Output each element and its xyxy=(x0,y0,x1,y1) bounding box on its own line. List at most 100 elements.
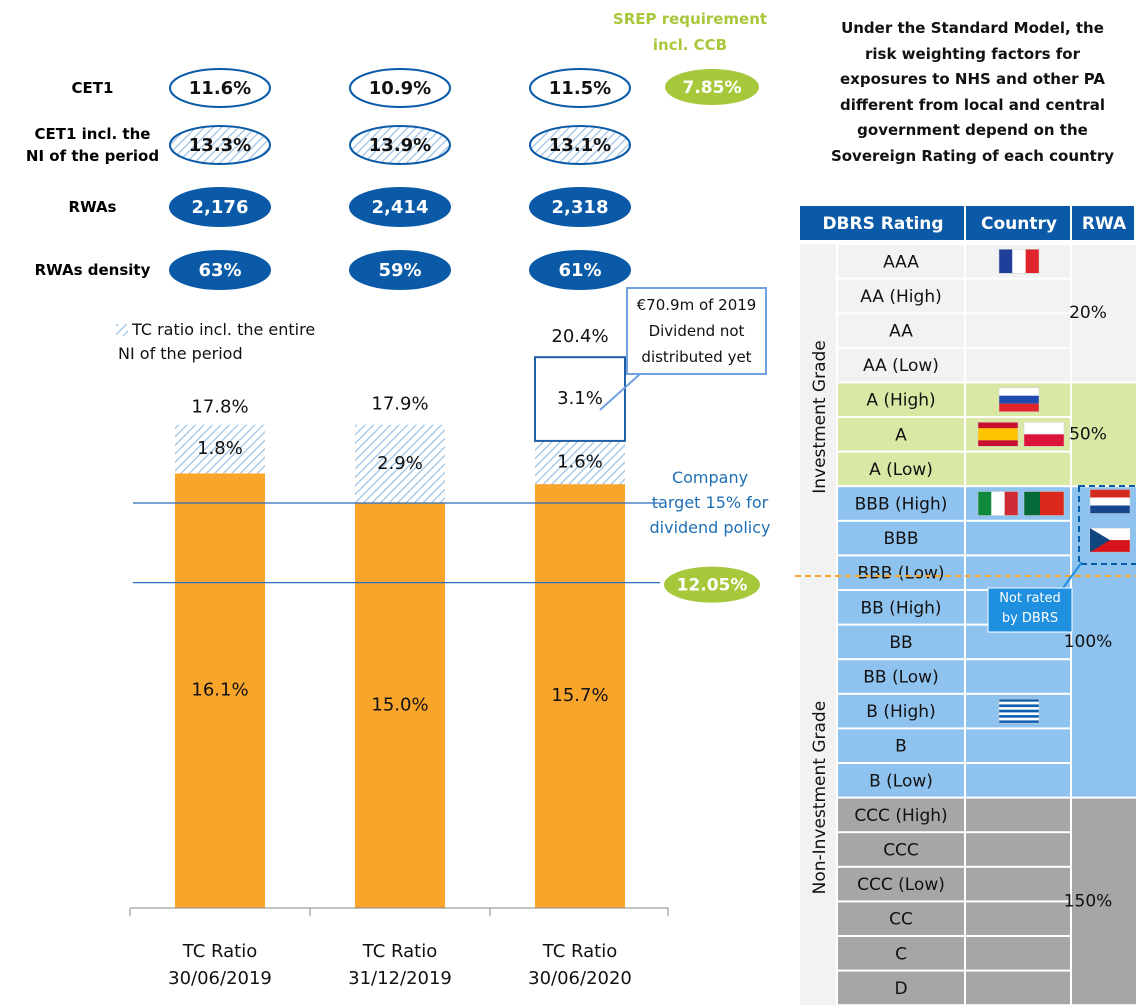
bar-segment xyxy=(535,484,625,908)
srep-title: SREP requirement incl. CCB xyxy=(612,10,768,54)
kpi-value: 10.9% xyxy=(369,78,431,99)
rating-cell xyxy=(838,418,964,451)
rating-cell xyxy=(838,833,964,866)
country-cell xyxy=(966,729,1070,762)
reference-label: 12.05% xyxy=(677,576,748,596)
flag xyxy=(1090,489,1130,498)
flag xyxy=(999,699,1039,702)
rating: BB (Low) xyxy=(863,668,938,688)
flag xyxy=(999,395,1039,404)
srep-value: 7.85% xyxy=(683,78,742,98)
rating-cell xyxy=(838,452,964,486)
flag-border xyxy=(998,387,1040,412)
rating-cell xyxy=(838,279,964,313)
bar-label: 15.0% xyxy=(371,695,428,716)
kpi-label: RWAs xyxy=(68,198,117,216)
legend-swatch xyxy=(116,324,128,336)
flag xyxy=(999,709,1039,713)
rating: CCC (Low) xyxy=(857,875,945,895)
bar-label: 15.7% xyxy=(551,685,608,706)
x-tick-label: TC Ratio 30/06/2020 xyxy=(528,941,632,989)
bar-segment xyxy=(175,473,265,908)
country-cell xyxy=(966,348,1070,382)
flag xyxy=(991,491,1005,516)
bar-label: 1.6% xyxy=(557,452,603,473)
kpi-value: 63% xyxy=(198,260,241,281)
annotation: €70.9m of 2019 Dividend not distributed … xyxy=(636,296,757,366)
kpi-pill xyxy=(169,125,271,165)
kpi-value: 13.9% xyxy=(369,135,431,156)
annotation-pointer xyxy=(599,373,641,411)
flag xyxy=(1090,497,1130,506)
rating: CCC (High) xyxy=(854,806,947,826)
kpi-pill xyxy=(529,125,631,165)
flag xyxy=(1040,491,1048,516)
rating-cell xyxy=(838,556,964,589)
reference-pill xyxy=(664,566,760,603)
kpi-value: 13.1% xyxy=(549,135,611,156)
not-rated-pointer xyxy=(1059,561,1083,593)
rating: AA (High) xyxy=(860,287,941,307)
bar-segment xyxy=(175,424,265,474)
kpi-label: CET1 xyxy=(71,79,114,97)
rwa-value: 100% xyxy=(1064,632,1113,652)
flag xyxy=(1012,249,1026,274)
grade-label: Investment Grade xyxy=(810,340,830,494)
country-cell xyxy=(966,521,1070,555)
flag xyxy=(1024,422,1064,435)
grade-column xyxy=(800,244,836,1006)
flag xyxy=(999,712,1039,716)
rating: AAA xyxy=(883,252,919,272)
rating: AA (Low) xyxy=(863,356,939,376)
rating-cell xyxy=(838,660,964,693)
reference-label: Company target 15% for dividend policy xyxy=(649,468,771,537)
kpi-value: 13.3% xyxy=(189,135,251,156)
table-note: Under the Standard Model, the risk weigh… xyxy=(830,19,1115,165)
rating: C xyxy=(895,944,907,964)
kpi-label: CET1 incl. the NI of the period xyxy=(25,125,160,165)
flag xyxy=(1004,491,1018,516)
bar-label: 1.8% xyxy=(197,438,243,459)
kpi-pill xyxy=(529,250,631,290)
flag xyxy=(1032,491,1040,516)
legend-label: TC ratio incl. the entire NI of the peri… xyxy=(118,320,316,363)
flag xyxy=(978,428,1018,435)
kpi-value: 61% xyxy=(558,260,601,281)
rating: A (Low) xyxy=(869,460,933,480)
kpi-pill xyxy=(169,187,271,227)
rating: BB (High) xyxy=(860,598,941,618)
rating-cell xyxy=(838,348,964,382)
country-cell xyxy=(966,764,1070,797)
flag xyxy=(1024,491,1032,516)
flag xyxy=(1048,491,1056,516)
kpi-value: 59% xyxy=(378,260,421,281)
total-label: 17.9% xyxy=(371,394,428,415)
flag-border xyxy=(998,698,1040,724)
flag xyxy=(999,403,1039,412)
kpi-value: 11.6% xyxy=(189,78,251,99)
bar-label: 2.9% xyxy=(377,453,423,474)
rating-cell xyxy=(838,764,964,797)
rating: A (High) xyxy=(866,391,935,411)
flag xyxy=(978,422,1018,429)
kpi-pill xyxy=(349,250,451,290)
kpi-value: 2,176 xyxy=(192,197,249,218)
not-rated-box xyxy=(987,587,1073,633)
kpi-pill xyxy=(169,68,271,108)
country-cell xyxy=(966,314,1070,347)
flag xyxy=(1090,528,1110,553)
rating: BBB xyxy=(884,529,919,549)
rating: BBB (Low) xyxy=(857,564,944,584)
bar-segment xyxy=(355,503,445,908)
rating-cell xyxy=(838,591,964,624)
rating: BB xyxy=(889,633,912,653)
flag xyxy=(999,704,1039,708)
flag xyxy=(1090,505,1130,514)
table-header: DBRS Rating xyxy=(822,214,943,234)
kpi-value: 2,318 xyxy=(552,197,609,218)
flag xyxy=(978,440,1018,447)
flag-border xyxy=(1089,489,1131,514)
bar-segment xyxy=(534,356,626,442)
x-tick-label: TC Ratio 31/12/2019 xyxy=(348,941,452,989)
kpi-value: 11.5% xyxy=(549,78,611,99)
